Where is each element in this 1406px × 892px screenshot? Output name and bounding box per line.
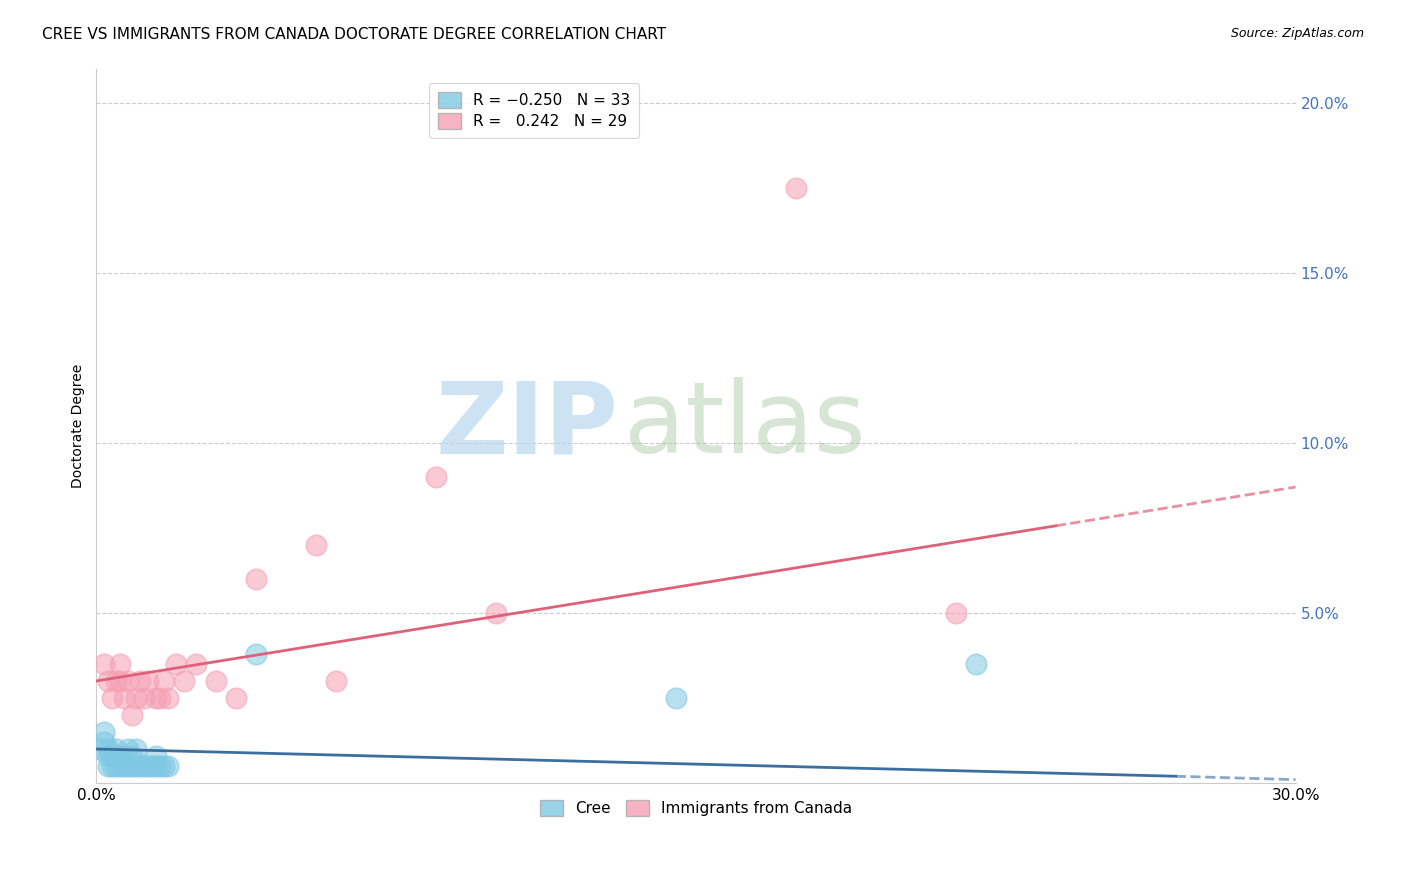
Point bbox=[325, 673, 347, 688]
Y-axis label: Doctorate Degree: Doctorate Degree bbox=[72, 364, 86, 488]
Point bbox=[145, 759, 167, 773]
Point bbox=[110, 673, 132, 688]
Point bbox=[157, 759, 180, 773]
Point bbox=[121, 748, 143, 763]
Point bbox=[149, 690, 172, 705]
Point bbox=[785, 180, 807, 194]
Point bbox=[186, 657, 208, 671]
Point bbox=[134, 690, 156, 705]
Point bbox=[245, 572, 267, 586]
Point bbox=[945, 606, 967, 620]
Point bbox=[93, 725, 115, 739]
Point bbox=[101, 759, 124, 773]
Text: CREE VS IMMIGRANTS FROM CANADA DOCTORATE DEGREE CORRELATION CHART: CREE VS IMMIGRANTS FROM CANADA DOCTORATE… bbox=[42, 27, 666, 42]
Point bbox=[110, 759, 132, 773]
Point bbox=[129, 673, 152, 688]
Point bbox=[485, 606, 508, 620]
Point bbox=[101, 690, 124, 705]
Point bbox=[157, 690, 180, 705]
Point bbox=[225, 690, 247, 705]
Point bbox=[129, 759, 152, 773]
Point bbox=[105, 759, 128, 773]
Point bbox=[105, 748, 128, 763]
Point bbox=[112, 748, 135, 763]
Point bbox=[117, 673, 139, 688]
Point bbox=[97, 759, 120, 773]
Point bbox=[165, 657, 187, 671]
Point bbox=[112, 759, 135, 773]
Point bbox=[89, 742, 111, 756]
Point bbox=[121, 708, 143, 723]
Point bbox=[125, 742, 148, 756]
Point bbox=[305, 538, 328, 552]
Legend: Cree, Immigrants from Canada: Cree, Immigrants from Canada bbox=[530, 791, 862, 825]
Point bbox=[173, 673, 195, 688]
Point bbox=[97, 748, 120, 763]
Point bbox=[117, 759, 139, 773]
Point bbox=[145, 690, 167, 705]
Point bbox=[93, 735, 115, 749]
Text: Source: ZipAtlas.com: Source: ZipAtlas.com bbox=[1230, 27, 1364, 40]
Point bbox=[136, 673, 159, 688]
Point bbox=[965, 657, 987, 671]
Point bbox=[105, 673, 128, 688]
Point bbox=[110, 748, 132, 763]
Point bbox=[134, 759, 156, 773]
Point bbox=[136, 759, 159, 773]
Point bbox=[153, 759, 176, 773]
Point bbox=[121, 759, 143, 773]
Point bbox=[97, 673, 120, 688]
Point bbox=[245, 647, 267, 661]
Point bbox=[425, 470, 447, 484]
Point bbox=[141, 759, 163, 773]
Text: atlas: atlas bbox=[624, 377, 866, 475]
Point bbox=[101, 748, 124, 763]
Text: ZIP: ZIP bbox=[434, 377, 619, 475]
Point bbox=[145, 748, 167, 763]
Point bbox=[117, 742, 139, 756]
Point bbox=[125, 690, 148, 705]
Point bbox=[125, 759, 148, 773]
Point bbox=[110, 657, 132, 671]
Point bbox=[665, 690, 688, 705]
Point bbox=[205, 673, 228, 688]
Point bbox=[105, 742, 128, 756]
Point bbox=[112, 690, 135, 705]
Point bbox=[149, 759, 172, 773]
Point bbox=[153, 673, 176, 688]
Point bbox=[93, 657, 115, 671]
Point bbox=[97, 742, 120, 756]
